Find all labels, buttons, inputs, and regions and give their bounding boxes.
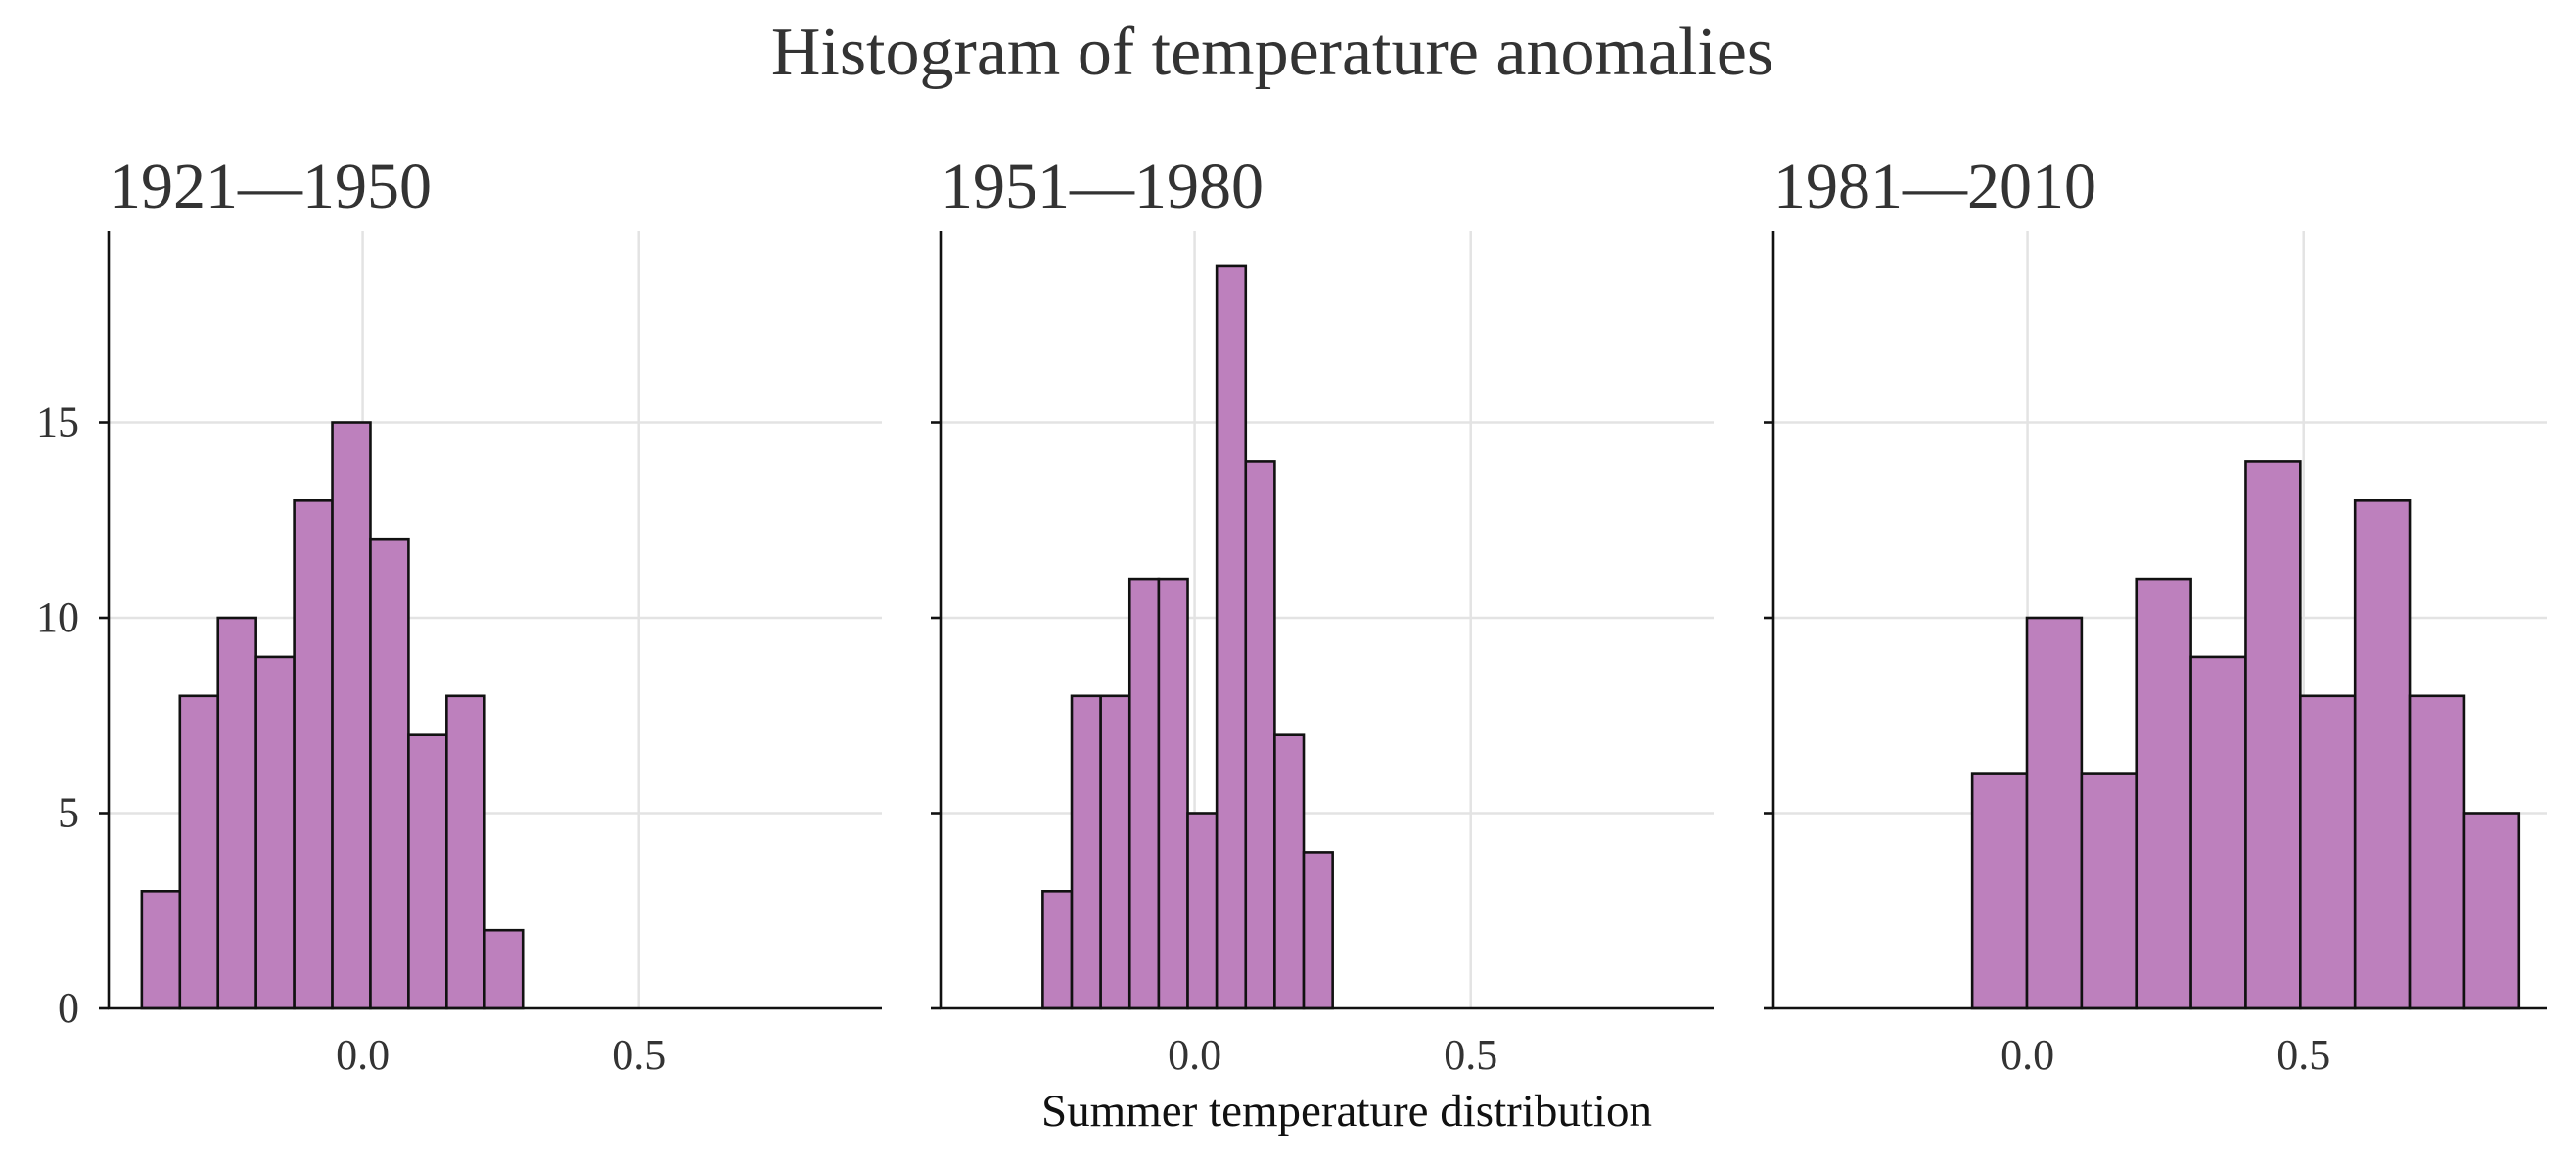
histogram-bar bbox=[2353, 499, 2412, 1010]
x-tick-label: 0.0 bbox=[2001, 1031, 2054, 1079]
histogram-bar bbox=[1186, 812, 1219, 1010]
histogram-bar bbox=[1302, 851, 1334, 1010]
histogram-bar bbox=[2462, 812, 2521, 1010]
y-tick-label: 10 bbox=[36, 593, 79, 641]
histogram-bar bbox=[407, 733, 448, 1010]
histogram-bar bbox=[483, 928, 525, 1010]
histogram-bar bbox=[1070, 694, 1102, 1010]
x-tick-label: 0.0 bbox=[336, 1031, 390, 1079]
histogram-bar bbox=[178, 694, 220, 1010]
histogram-bar bbox=[1157, 577, 1189, 1010]
histogram-bar bbox=[2408, 694, 2466, 1010]
y-tick-label: 15 bbox=[36, 398, 79, 446]
histogram-bar bbox=[1127, 577, 1161, 1010]
x-tick-label: 0.5 bbox=[2277, 1031, 2330, 1079]
histogram-bar bbox=[254, 655, 296, 1010]
histogram-bar bbox=[1215, 264, 1248, 1010]
histogram-bar bbox=[445, 694, 486, 1010]
histogram-bar bbox=[1041, 890, 1074, 1010]
histogram-bar bbox=[140, 890, 182, 1010]
histogram-bar bbox=[2080, 772, 2139, 1010]
histogram-bar bbox=[1099, 694, 1131, 1010]
histogram-panel: 0.0 0.5 1981—2010 bbox=[1764, 151, 2547, 1079]
y-tick-label: 5 bbox=[58, 789, 79, 837]
panel-title: 1951—1980 bbox=[941, 151, 1264, 222]
histogram-bar bbox=[216, 616, 257, 1010]
figure-title: Histogram of temperature anomalies bbox=[771, 15, 1773, 90]
y-tick-label: 0 bbox=[58, 984, 79, 1032]
x-tick-label: 0.0 bbox=[1168, 1031, 1221, 1079]
panel-title: 1921—1950 bbox=[109, 151, 432, 222]
histogram-panel: 0.0 0.5 1951—1980 bbox=[931, 151, 1714, 1079]
histogram-bar bbox=[2189, 655, 2247, 1010]
histogram-panel: 0 5 10 15 0.0 0.5 1921—1950 bbox=[36, 151, 882, 1079]
histogram-bar bbox=[1244, 460, 1276, 1010]
histogram-bar bbox=[369, 537, 410, 1010]
panel-title: 1981—2010 bbox=[1773, 151, 2096, 222]
histogram-bar bbox=[1273, 733, 1306, 1010]
x-tick-label: 0.5 bbox=[612, 1031, 666, 1079]
histogram-bar bbox=[2244, 460, 2302, 1010]
histogram-bar bbox=[331, 421, 372, 1010]
histogram-bar bbox=[293, 499, 334, 1010]
x-tick-label: 0.5 bbox=[1444, 1031, 1497, 1079]
x-axis-label: Summer temperature distribution bbox=[1041, 1086, 1652, 1137]
histogram-bar bbox=[2025, 616, 2084, 1010]
histogram-bar bbox=[2135, 577, 2192, 1010]
histogram-bar bbox=[2299, 694, 2357, 1010]
histogram-bar bbox=[1970, 772, 2029, 1010]
